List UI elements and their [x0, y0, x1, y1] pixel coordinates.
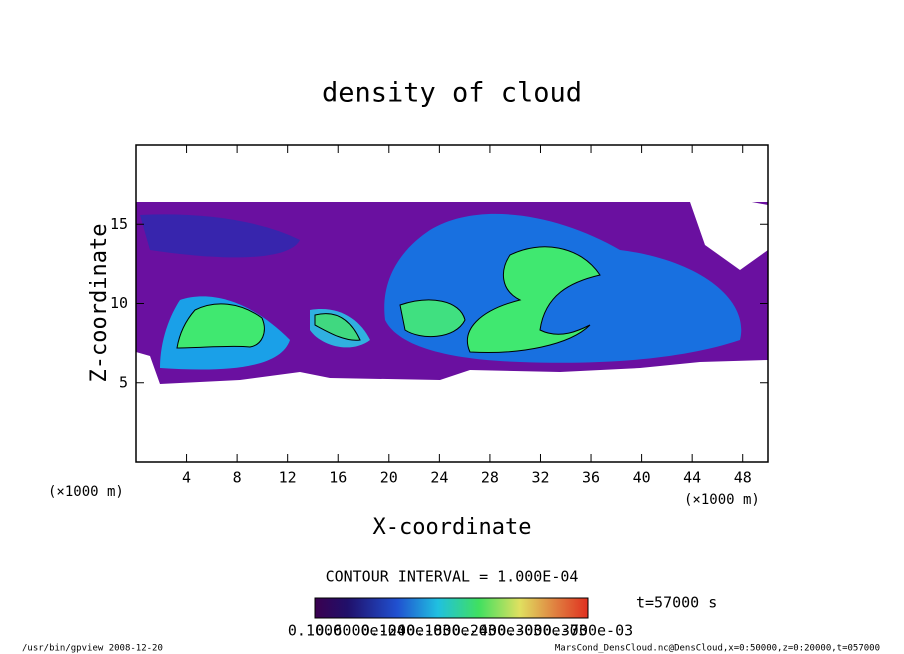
x-tick-label: 12 [279, 469, 297, 487]
x-tick-label: 48 [734, 469, 752, 487]
colorbar [314, 597, 589, 619]
footer-right: MarsCond_DensCloud.nc@DensCloud,x=0:5000… [555, 644, 880, 654]
footer-left: /usr/bin/gpview 2008-12-20 [22, 644, 163, 654]
cloud-field [136, 196, 768, 384]
y-tick-label: 10 [110, 294, 128, 312]
x-axis-label: X-coordinate [373, 515, 532, 540]
x-tick-label: 8 [233, 469, 242, 487]
colorbar-label: 0.2400e-03 [452, 622, 542, 640]
y-axis-label: Z-coordinate [87, 224, 112, 383]
colorbar-label: 0.1000 [288, 622, 342, 640]
x-tick-label: 24 [430, 469, 448, 487]
x-tick-label: 4 [182, 469, 191, 487]
x-unit-right: (×1000 m) [684, 492, 760, 508]
x-unit-left: (×1000 m) [48, 484, 124, 500]
colorbar-label: 0.3700e-03 [543, 622, 633, 640]
x-tick-label: 40 [633, 469, 651, 487]
x-tick-label: 28 [481, 469, 499, 487]
colorbar-label: 0.1200e-03 [361, 622, 451, 640]
time-label: t=57000 s [636, 594, 717, 612]
colorbar-label: 0.1800e-03 [406, 622, 496, 640]
x-tick-label: 36 [582, 469, 600, 487]
x-tick-label: 20 [380, 469, 398, 487]
y-tick-label: 15 [110, 215, 128, 233]
colorbar-label: 0.6000e-04 [315, 622, 405, 640]
x-tick-label: 44 [683, 469, 701, 487]
x-tick-label: 16 [329, 469, 347, 487]
contour-interval: CONTOUR INTERVAL = 1.000E-04 [326, 568, 579, 586]
chart-title: density of cloud [322, 78, 582, 109]
x-tick-label: 32 [531, 469, 549, 487]
y-tick-label: 5 [119, 373, 128, 391]
colorbar-label: 0.3000e-03 [497, 622, 587, 640]
